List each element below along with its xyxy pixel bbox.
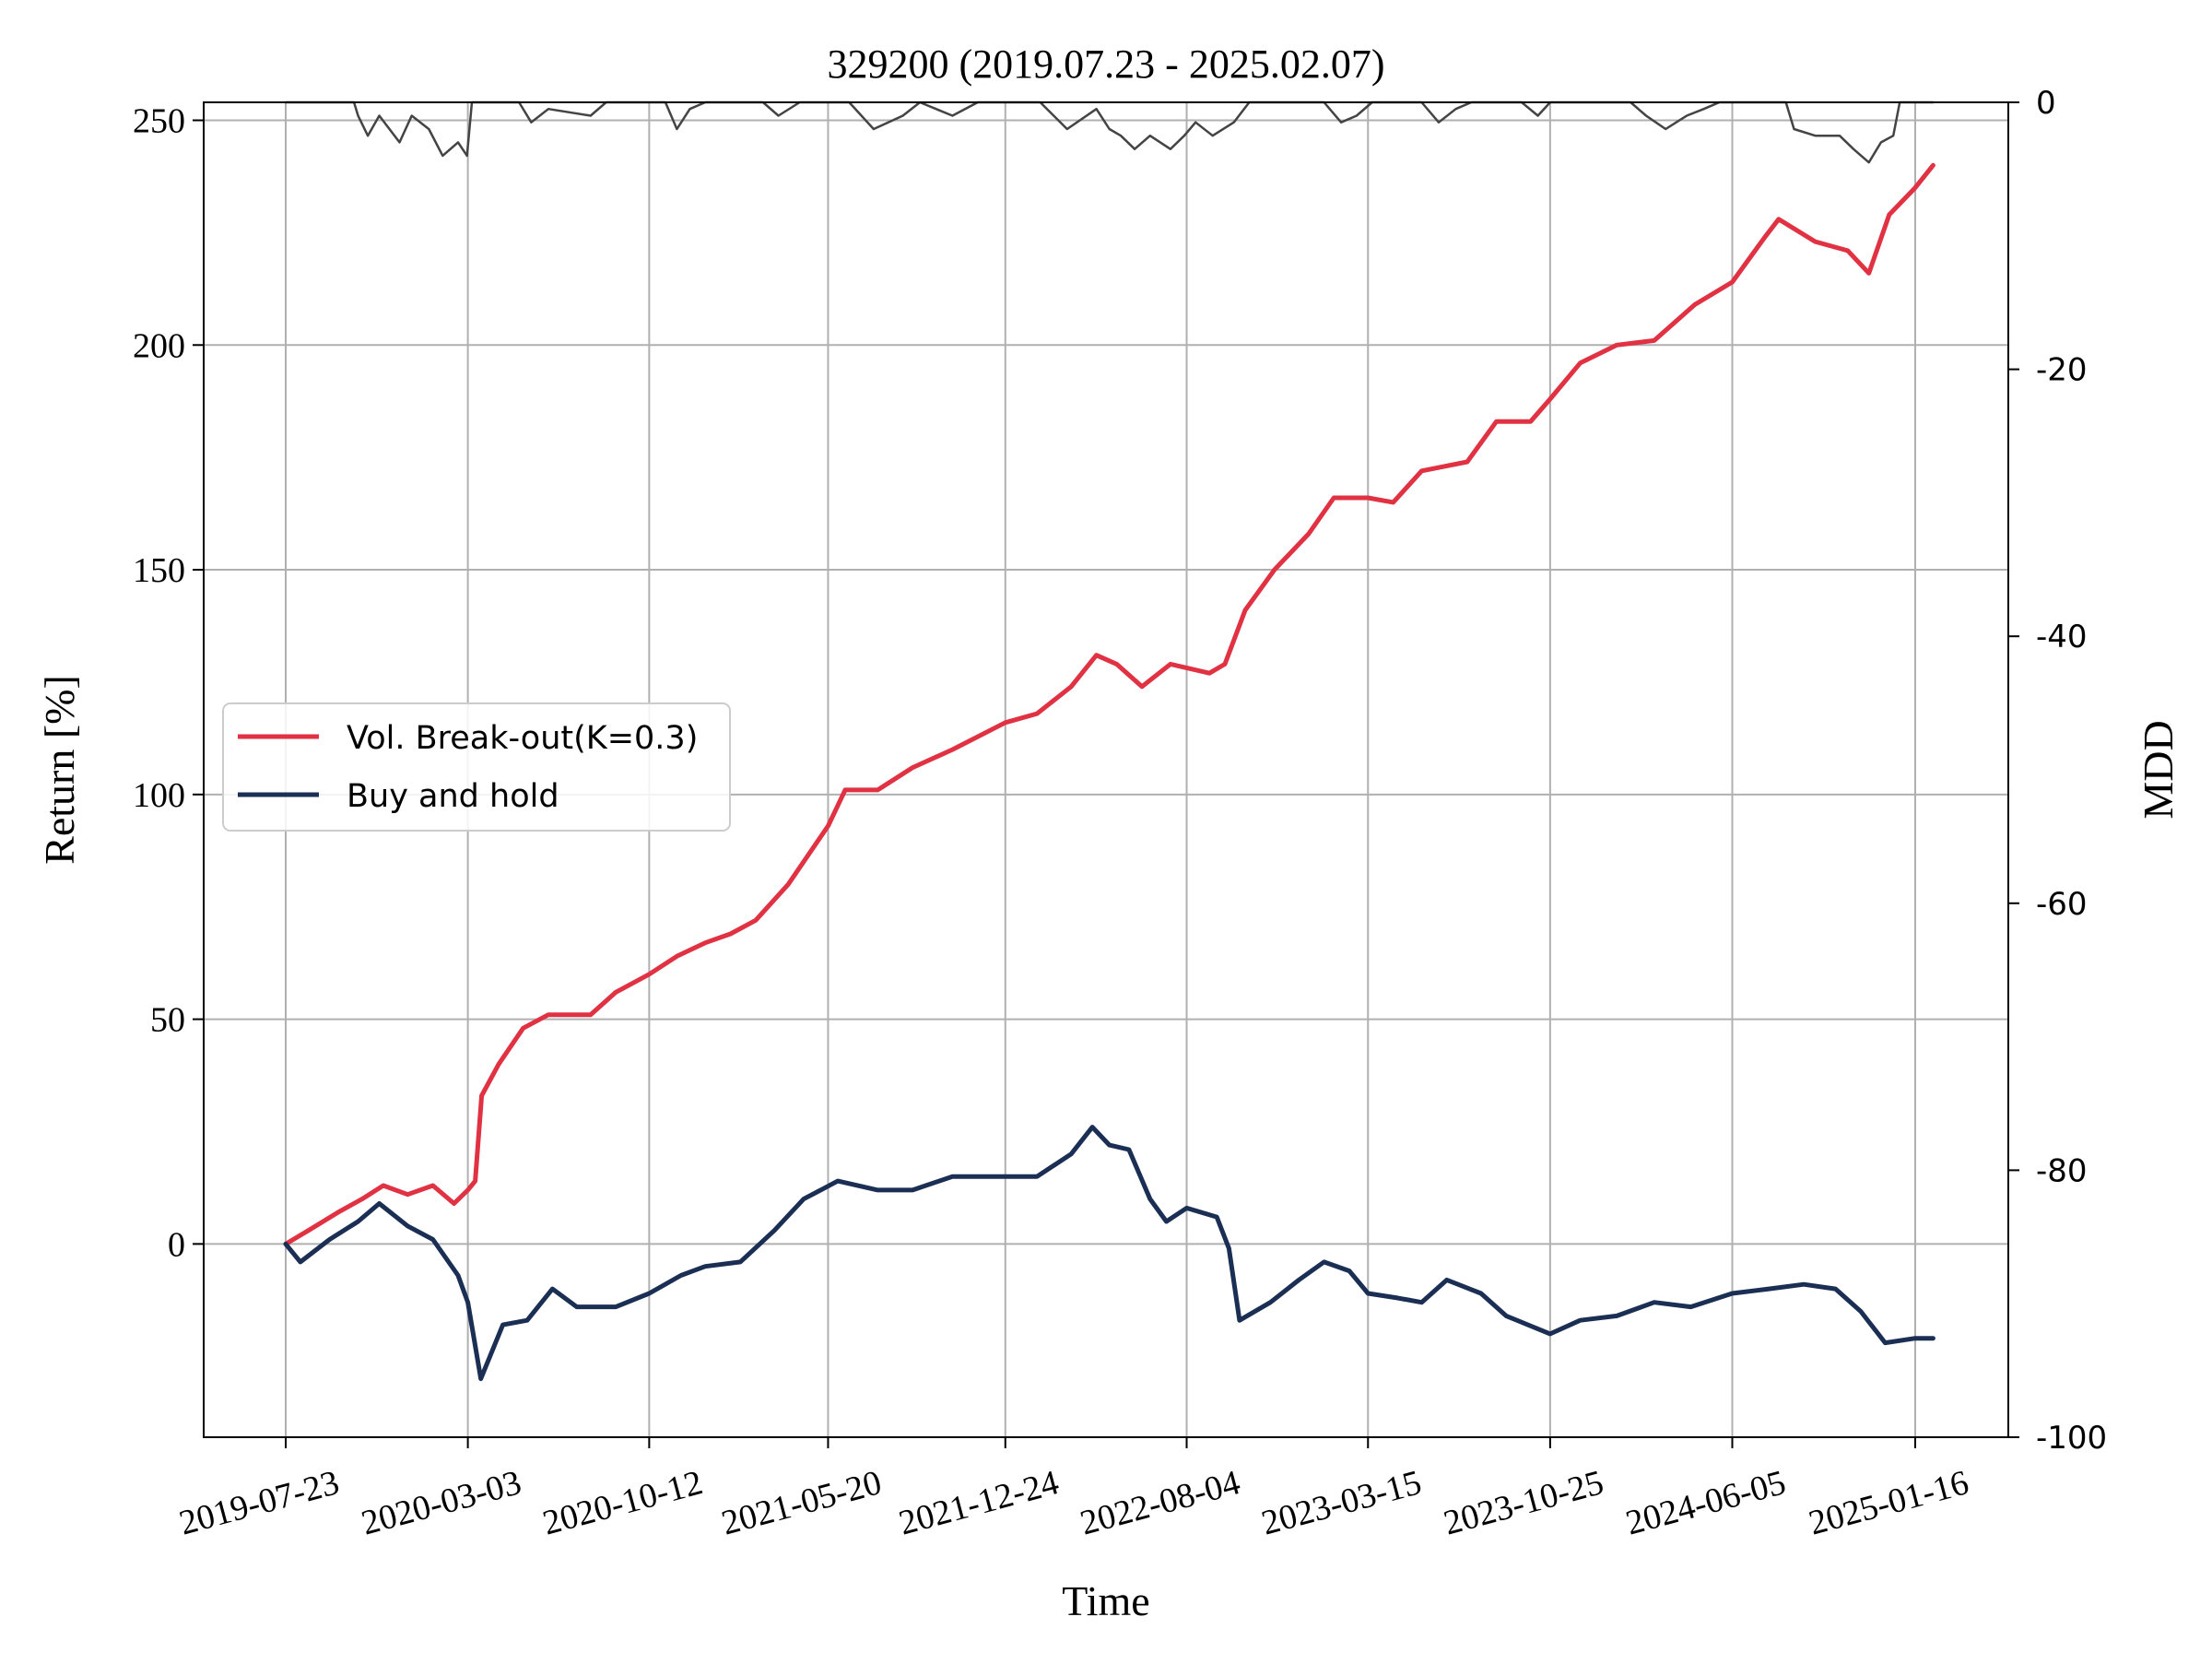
y-tick-label: 100 bbox=[133, 776, 185, 815]
legend-label-buy-and-hold: Buy and hold bbox=[347, 778, 559, 815]
y2-tick-label: -80 bbox=[2036, 1152, 2088, 1189]
chart-title: 329200 (2019.07.23 - 2025.02.07) bbox=[828, 41, 1385, 87]
grid bbox=[204, 102, 2008, 1437]
y2-axis-label: MDD bbox=[2135, 720, 2182, 819]
y-tick-label: 50 bbox=[150, 1001, 185, 1040]
plot-frame bbox=[203, 101, 2009, 1438]
legend: Vol. Break-out(K=0.3) Buy and hold bbox=[222, 702, 731, 832]
y-tick-label: 0 bbox=[168, 1225, 185, 1264]
y2-tick-label: -100 bbox=[2036, 1420, 2107, 1457]
y2-tick-label: -60 bbox=[2036, 886, 2088, 923]
y-tick-label: 250 bbox=[133, 102, 185, 141]
y-axis-label: Return [%] bbox=[36, 675, 83, 865]
breakout-return-line bbox=[283, 162, 1936, 1246]
legend-box bbox=[222, 702, 731, 832]
y-tick-label: 200 bbox=[133, 326, 185, 365]
y-tick-label: 150 bbox=[133, 551, 185, 590]
y2-tick-label: 0 bbox=[2036, 85, 2056, 122]
legend-label-breakout: Vol. Break-out(K=0.3) bbox=[347, 720, 698, 757]
y2-tick-label: -20 bbox=[2036, 352, 2088, 389]
y2-tick-label: -40 bbox=[2036, 619, 2088, 655]
x-axis-label: Time bbox=[1062, 1577, 1149, 1624]
buy-and-hold-line bbox=[283, 1125, 1936, 1382]
